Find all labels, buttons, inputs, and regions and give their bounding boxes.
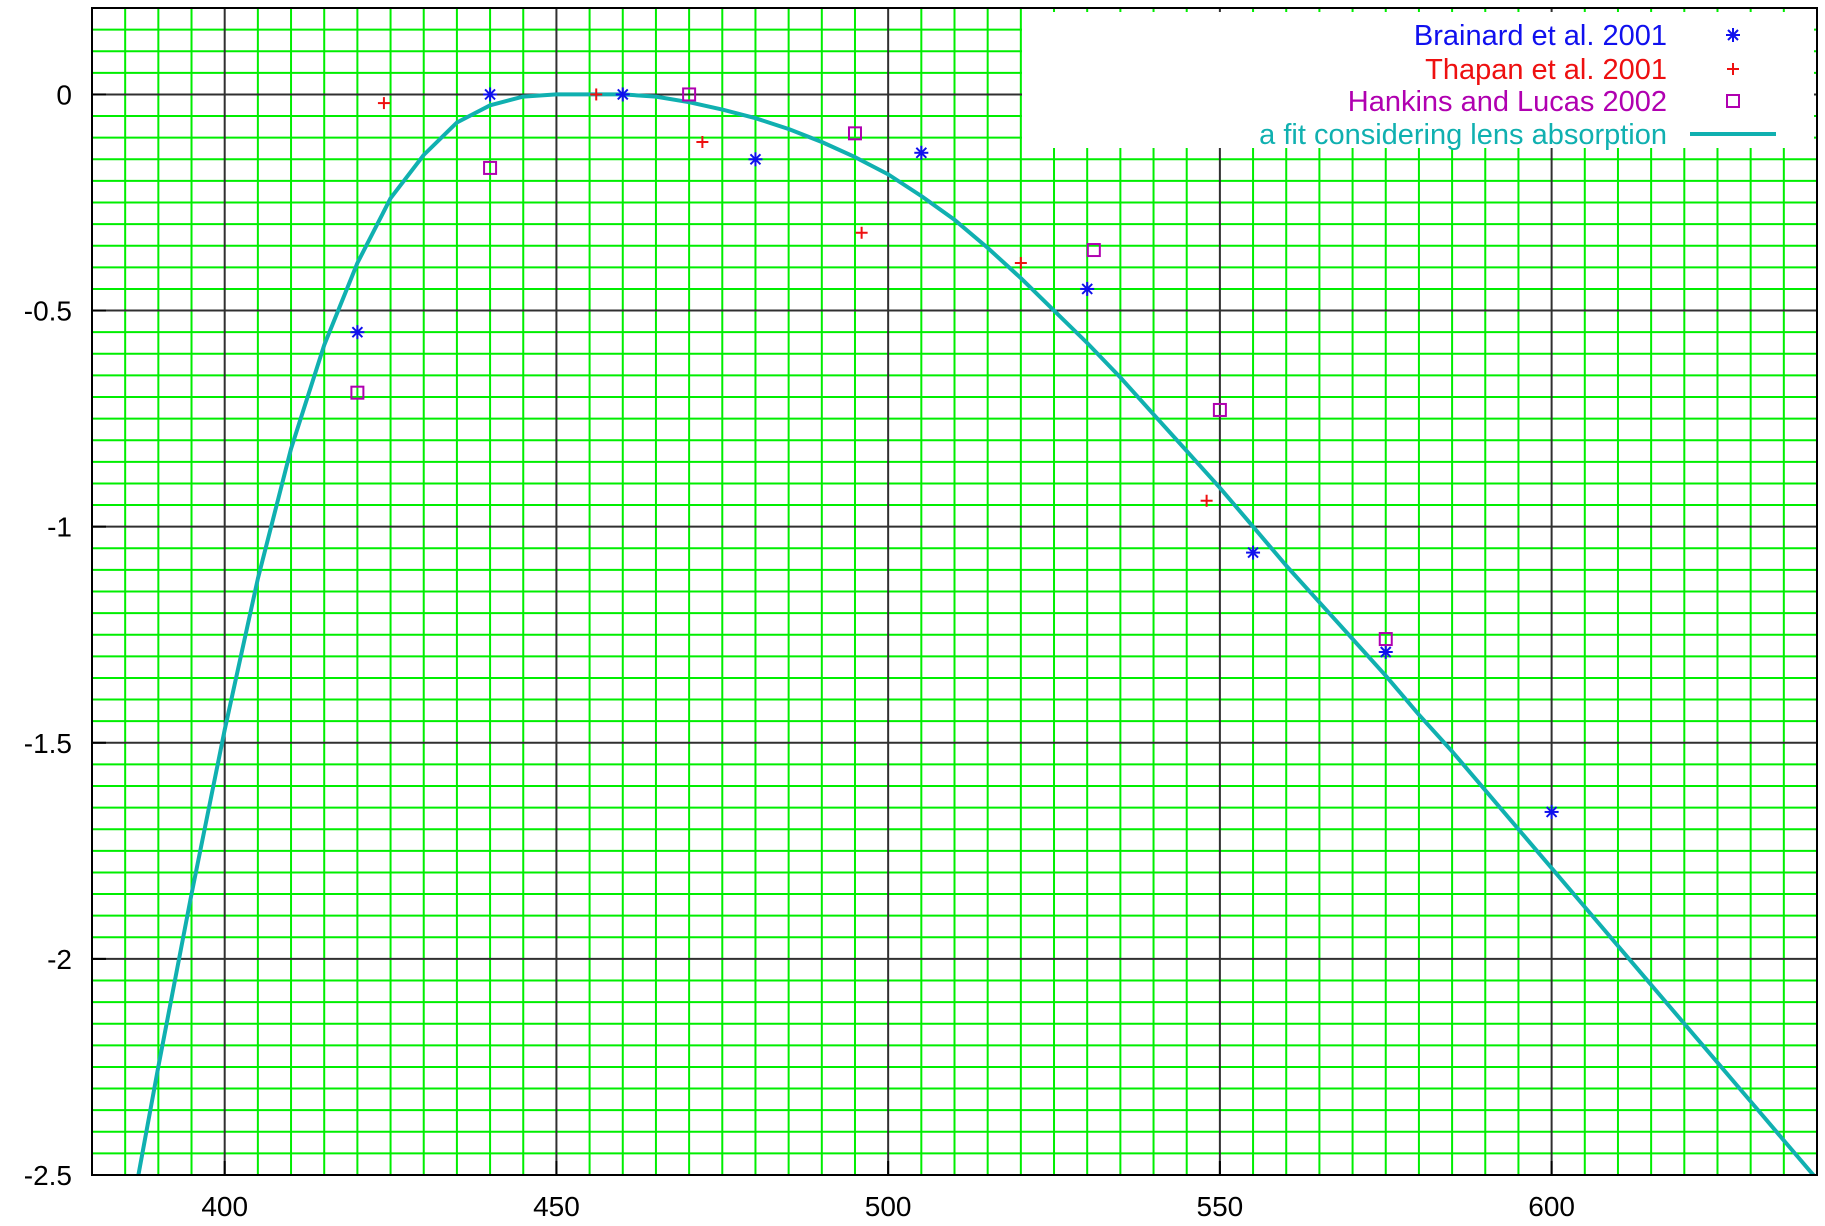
data-point-asterisk: [1378, 645, 1393, 660]
data-point-asterisk: [1080, 281, 1095, 296]
data-point-square: [682, 87, 697, 102]
legend-swatch-plus: [1727, 63, 1739, 75]
data-point-asterisk: [483, 87, 498, 102]
plot-frame: [91, 7, 1818, 1176]
x-tick-label: 400: [201, 1191, 248, 1222]
x-tick-label: 450: [533, 1191, 580, 1222]
legend-swatch-square: [1726, 94, 1740, 108]
data-point-asterisk: [1544, 804, 1559, 819]
data-point-asterisk: [1246, 545, 1261, 560]
data-point-plus: [377, 97, 390, 110]
legend-swatch-asterisk: [1726, 28, 1740, 42]
fit-curve: [136, 92, 1816, 1175]
data-point-plus: [590, 88, 603, 101]
data-point-plus: [855, 226, 868, 239]
data-point-asterisk: [914, 145, 929, 160]
y-tick-label: -2.5: [24, 1160, 72, 1191]
data-point-square: [847, 126, 862, 141]
data-point-plus: [1200, 494, 1213, 507]
y-tick-label: -0.5: [24, 296, 72, 327]
x-tick-label: 500: [865, 1191, 912, 1222]
legend-label: a fit considering lens absorption: [1259, 119, 1667, 151]
data-point-square: [1378, 632, 1393, 647]
data-point-plus: [1014, 257, 1027, 270]
legend-label: Thapan et al. 2001: [1425, 54, 1667, 86]
x-tick-label: 600: [1528, 1191, 1575, 1222]
legend-label: Brainard et al. 2001: [1414, 20, 1667, 52]
x-tick-labels: 400 450 500 550 600: [201, 1191, 1575, 1222]
y-tick-labels: 0 -0.5 -1 -1.5 -2 -2.5: [24, 79, 72, 1191]
y-tick-label: -2: [47, 944, 72, 975]
y-tick-label: -1: [47, 512, 72, 543]
data-point-plus: [696, 135, 709, 148]
data-point-square: [350, 385, 365, 400]
y-tick-label: -1.5: [24, 728, 72, 759]
data-point-square: [483, 160, 498, 175]
legend-label: Hankins and Lucas 2002: [1348, 86, 1667, 118]
data-point-asterisk: [615, 87, 630, 102]
points-layer: [350, 87, 1559, 819]
data-point-square: [1086, 243, 1101, 258]
y-tick-label: 0: [56, 79, 72, 110]
legend-background: [1022, 12, 1814, 148]
x-tick-label: 550: [1197, 1191, 1244, 1222]
axis-ticks: [92, 93, 1553, 1176]
data-point-square: [1212, 402, 1227, 417]
fit-layer: [136, 92, 1816, 1175]
data-point-asterisk: [748, 152, 763, 167]
data-point-asterisk: [350, 325, 365, 340]
